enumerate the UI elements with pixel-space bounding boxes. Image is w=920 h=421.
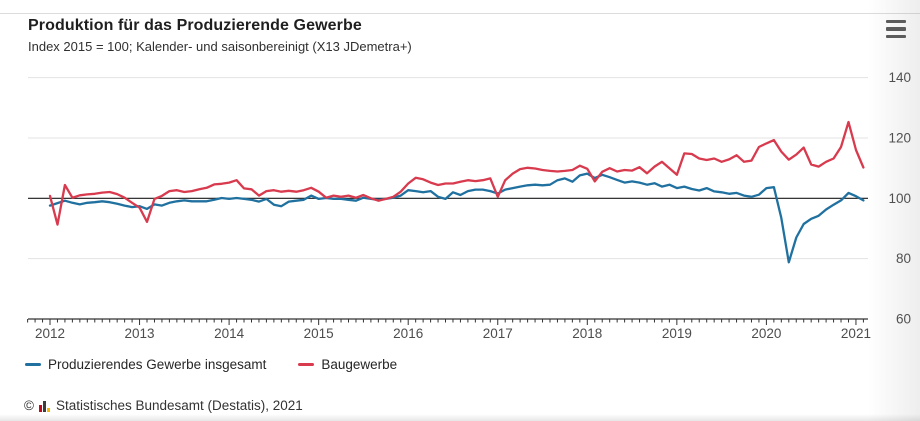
svg-text:2015: 2015 <box>304 326 334 341</box>
hamburger-menu-icon <box>886 27 906 31</box>
legend-item-label: Produzierendes Gewerbe insgesamt <box>48 356 267 372</box>
copyright-symbol: © <box>24 398 34 413</box>
hamburger-menu-icon <box>886 34 906 38</box>
footer-text: Statistisches Bundesamt (Destatis), 2021 <box>55 398 303 413</box>
svg-text:2018: 2018 <box>572 326 602 341</box>
chart-legend: Produzierendes Gewerbe insgesamt Baugewe… <box>25 356 397 372</box>
page-subtitle: Index 2015 = 100; Kalender- und saisonbe… <box>28 39 412 54</box>
svg-text:100: 100 <box>888 191 911 206</box>
hamburger-menu-icon <box>886 20 906 24</box>
svg-text:2016: 2016 <box>393 326 423 341</box>
legend-line-marker-blue <box>25 362 41 366</box>
svg-text:2014: 2014 <box>214 326 245 341</box>
svg-text:2017: 2017 <box>483 326 513 341</box>
svg-text:80: 80 <box>896 251 911 266</box>
svg-text:120: 120 <box>888 130 911 145</box>
destatis-logo-icon <box>38 400 51 412</box>
legend-line-marker-red <box>298 362 315 366</box>
footer-copyright: © Statistisches Bundesamt (Destatis), 20… <box>24 398 303 413</box>
svg-text:2021: 2021 <box>841 326 871 341</box>
svg-text:140: 140 <box>888 70 911 85</box>
legend-item-baugewerbe[interactable]: Baugewerbe <box>298 357 397 372</box>
svg-text:2019: 2019 <box>662 326 692 341</box>
svg-text:2020: 2020 <box>751 326 781 341</box>
legend-item-label: Baugewerbe <box>321 356 398 372</box>
page-title: Produktion für das Produzierende Gewerbe <box>28 17 362 34</box>
top-divider <box>0 13 920 14</box>
svg-text:2013: 2013 <box>125 326 155 341</box>
export-menu-button[interactable] <box>886 20 908 38</box>
svg-text:2012: 2012 <box>35 326 65 341</box>
legend-item-produzierendes-gewerbe[interactable]: Produzierendes Gewerbe insgesamt <box>25 357 266 372</box>
svg-text:60: 60 <box>896 312 911 327</box>
